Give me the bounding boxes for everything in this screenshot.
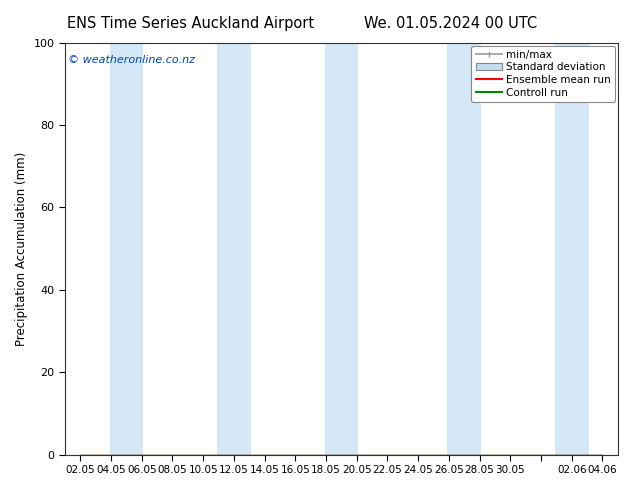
Y-axis label: Precipitation Accumulation (mm): Precipitation Accumulation (mm) (15, 151, 28, 345)
Text: We. 01.05.2024 00 UTC: We. 01.05.2024 00 UTC (363, 16, 537, 31)
Bar (217, 43, 251, 455)
Bar (325, 43, 358, 455)
Text: © weatheronline.co.nz: © weatheronline.co.nz (68, 55, 195, 65)
Bar (110, 43, 143, 455)
Text: ENS Time Series Auckland Airport: ENS Time Series Auckland Airport (67, 16, 314, 31)
Bar (555, 43, 588, 455)
Bar (448, 43, 481, 455)
Legend: min/max, Standard deviation, Ensemble mean run, Controll run: min/max, Standard deviation, Ensemble me… (472, 46, 615, 102)
